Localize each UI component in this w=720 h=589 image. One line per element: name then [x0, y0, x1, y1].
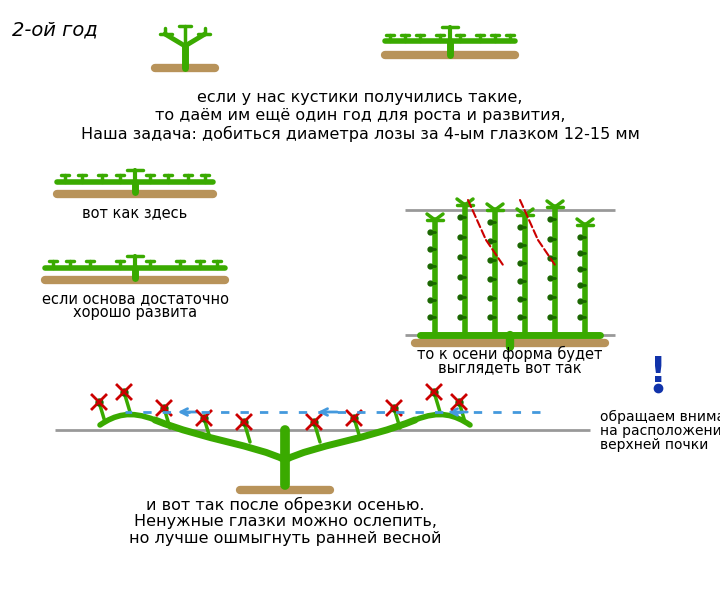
Text: если у нас кустики получились такие,: если у нас кустики получились такие, — [197, 90, 523, 105]
Text: 2-ой год: 2-ой год — [12, 20, 98, 39]
Text: хорошо развита: хорошо развита — [73, 305, 197, 320]
Text: Ненужные глазки можно ослепить,: Ненужные глазки можно ослепить, — [133, 514, 436, 529]
Text: и вот так после обрезки осенью.: и вот так после обрезки осенью. — [145, 497, 424, 513]
Text: выглядеть вот так: выглядеть вот так — [438, 360, 582, 375]
Text: если основа достаточно: если основа достаточно — [42, 291, 228, 306]
Text: Наша задача: добиться диаметра лозы за 4-ым глазком 12-15 мм: Наша задача: добиться диаметра лозы за 4… — [81, 126, 639, 142]
Text: на расположение: на расположение — [600, 424, 720, 438]
Text: обращаем внимание: обращаем внимание — [600, 410, 720, 424]
Text: верхней почки: верхней почки — [600, 438, 708, 452]
Text: вот как здесь: вот как здесь — [82, 205, 188, 220]
Text: то к осени форма будет: то к осени форма будет — [418, 346, 603, 362]
Text: !: ! — [649, 355, 666, 389]
Text: но лучше ошмыгнуть ранней весной: но лучше ошмыгнуть ранней весной — [129, 531, 441, 546]
Text: то даём им ещё один год для роста и развития,: то даём им ещё один год для роста и разв… — [155, 108, 565, 123]
